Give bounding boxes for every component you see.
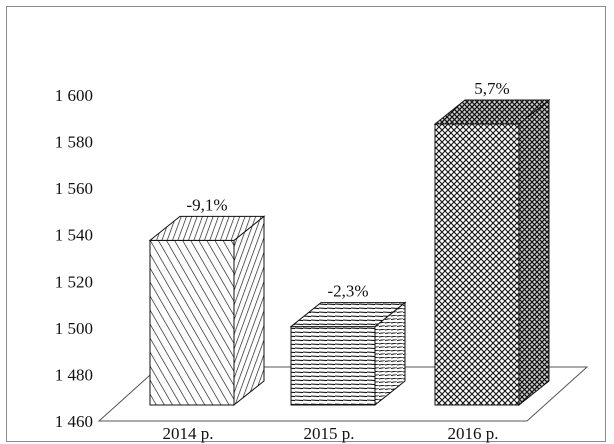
bar-chart: 1 460 1 480 1 500 1 520 1 540 1 560 1 580 1 600… <box>55 79 589 443</box>
bar-front-face <box>434 123 520 406</box>
bar-data-label: -2,3% <box>327 282 368 301</box>
y-tick-label: 1 600 <box>55 86 93 105</box>
bar <box>148 215 266 407</box>
bar-front-face <box>149 239 235 406</box>
y-tick-label: 1 540 <box>55 226 93 245</box>
y-tick-label: 1 520 <box>55 272 93 291</box>
x-category-label: 2016 р. <box>448 424 499 443</box>
chart-frame: 1 460 1 480 1 500 1 520 1 540 1 560 1 580 1 600… <box>6 6 606 443</box>
x-category-label: 2015 р. <box>304 424 355 443</box>
y-axis: 1 460 1 480 1 500 1 520 1 540 1 560 1 580 1 600 <box>55 86 93 431</box>
x-axis-categories: 2014 р. 2015 р. 2016 р. <box>163 424 499 443</box>
y-tick-label: 1 580 <box>55 133 93 152</box>
bar <box>289 301 407 407</box>
bar-data-label: 5,7% <box>474 79 509 98</box>
bar-side-face <box>233 215 265 407</box>
bar-top-face <box>433 99 551 125</box>
bar-front-face <box>290 326 376 406</box>
data-labels: -9,1% -2,3% 5,7% <box>186 79 509 301</box>
y-tick-label: 1 560 <box>55 179 93 198</box>
y-tick-label: 1 460 <box>55 412 93 431</box>
x-category-label: 2014 р. <box>163 424 214 443</box>
bars <box>148 98 551 407</box>
chart-floor <box>97 366 589 422</box>
bar-top-face <box>289 302 407 328</box>
bar-data-label: -9,1% <box>186 195 227 214</box>
bar-top-face <box>148 215 266 241</box>
bar <box>433 98 551 407</box>
y-tick-label: 1 500 <box>55 319 93 338</box>
bar-side-face <box>518 98 550 407</box>
y-tick-label: 1 480 <box>55 365 93 384</box>
